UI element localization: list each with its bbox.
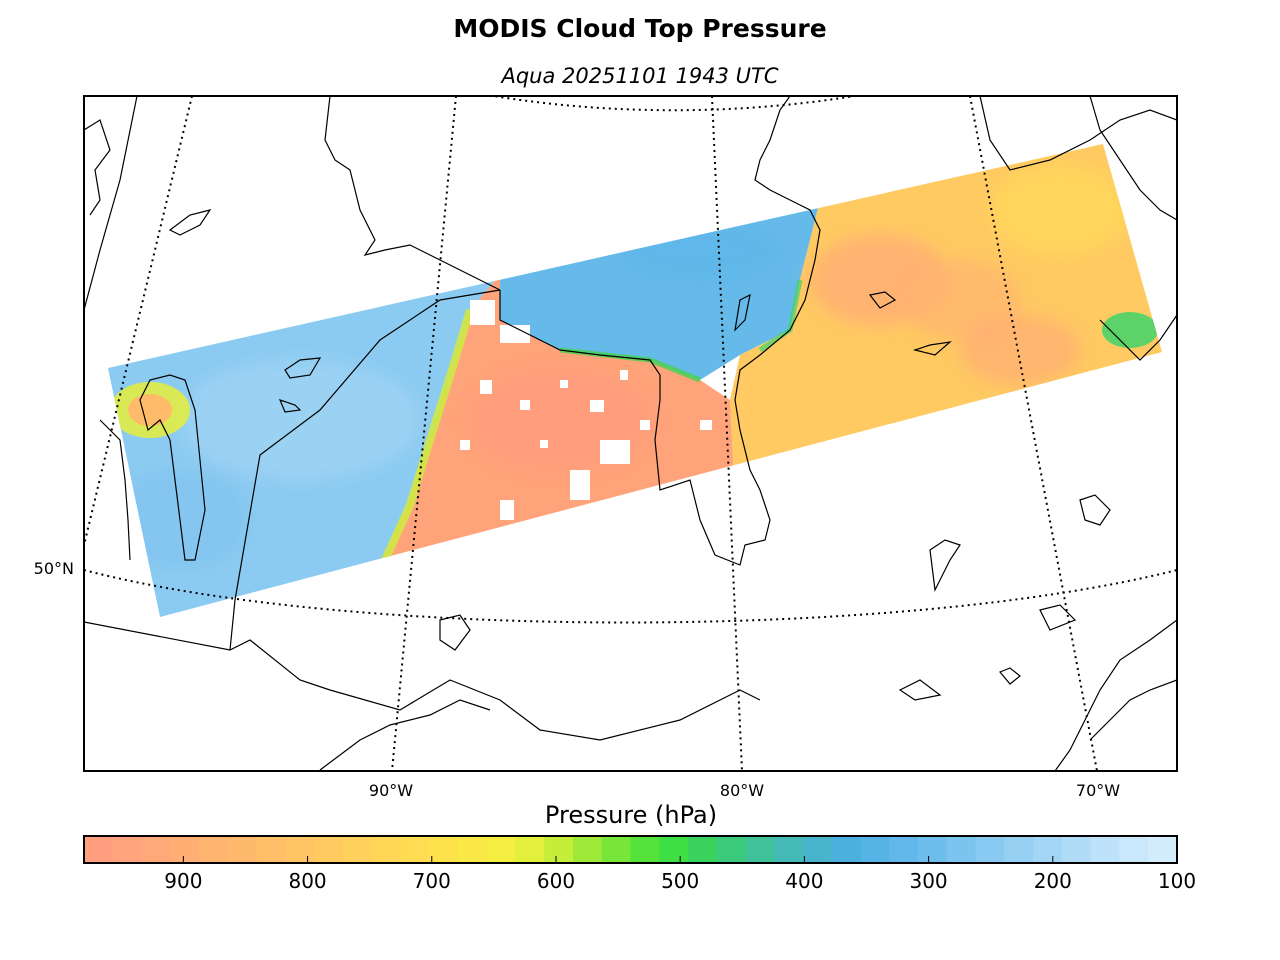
lake-2 [912,341,952,356]
colorbar [84,836,1178,863]
colorbar-cell [1090,836,1121,863]
colorbar-cell [1004,836,1034,863]
lake-5 [278,399,302,413]
coast-northeast [1089,96,1177,221]
colorbar-cell [745,836,775,863]
meridian-90w [391,96,457,771]
coast-west-top [84,119,111,216]
coastlines-borders [84,96,1177,771]
parallel-50n [84,569,1177,624]
lake-9 [1039,604,1077,631]
missing-data-patches [460,300,712,520]
colorbar-tick-label: 400 [785,869,823,893]
parallel-north [488,96,861,112]
meridian-70w [969,96,1098,771]
colorbar-cell [630,836,660,863]
quebec-coast-east [1099,314,1177,361]
chart-subtitle: Aqua 20251101 1943 UTC [501,64,779,88]
colorbar-cell [256,836,286,863]
colorbar-cell [831,836,862,863]
colorbar-frame [83,835,1178,864]
colorbar-cell [688,836,718,863]
colorbar-ticks: 900 800 700 600 500 400 300 200 100 [164,856,1196,893]
colorbar-cell [170,836,200,863]
colorbar-cell [457,836,488,863]
lon-label-70w: 70°W [1076,781,1120,800]
hudson-bay-south-coast [499,96,821,566]
gulf-st-lawrence [1054,619,1177,771]
colorbar-cell [1119,836,1149,863]
colorbar-cell [774,836,804,863]
lake-3 [999,667,1021,685]
colorbar-cell [918,836,948,863]
colorbar-tick-label: 900 [164,869,202,893]
colorbar-cell [314,836,344,863]
meridian-100w [84,96,193,546]
map-area [84,96,1177,771]
map-frame [83,95,1178,772]
nova-scotia [1089,679,1177,741]
colorbar-tick-label: 700 [413,869,451,893]
colorbar-cell [1148,836,1178,863]
colorbar-cell [199,836,229,863]
island-ne [1079,494,1111,526]
colorbar-cell [946,836,977,863]
colorbar-cell [659,836,689,863]
colorbar-cell [515,836,545,863]
hudson-bay-west-coast [324,96,501,291]
colorbar-cell [371,836,401,863]
belcher-islands [734,293,751,332]
colorbar-cell [601,836,632,863]
colorbar-cell [486,836,517,863]
colorbar-cell [227,836,258,863]
cloud-pressure-swath [108,144,1162,617]
colorbar-tick-label: 500 [661,869,699,893]
colorbar-cell [572,836,603,863]
colorbar-cell [889,836,919,863]
lake-winnipeg [139,374,206,561]
lat-label-50n: 50°N [34,559,74,578]
lake-7 [439,614,471,651]
quebec-labrador [979,96,1177,171]
colorbar-cell [860,836,890,863]
lake-8 [898,679,942,701]
transition-band [381,308,474,562]
great-lakes-superior [319,699,491,771]
meridian-80w [711,96,743,771]
graticule [84,96,1177,771]
colorbar-tick-label: 100 [1158,869,1196,893]
colorbar-cell [1033,836,1063,863]
lon-label-80w: 80°W [720,781,764,800]
lake-1 [868,291,897,309]
lake-6 [929,539,961,593]
colorbar-tick-label: 200 [1034,869,1072,893]
colorbar-cell [342,836,373,863]
colorbar-cell [112,836,143,863]
colorbar-cell [141,836,171,863]
west-lakes [99,419,131,561]
colorbar-cell [803,836,833,863]
colorbar-cell [84,836,114,863]
colorbar-cell [716,836,747,863]
lake-10 [168,209,212,236]
colorbar-cell [285,836,315,863]
colorbar-cell [975,836,1006,863]
colorbar-cell [429,836,459,863]
colorbar-cell [400,836,430,863]
west-coast-line [84,96,138,311]
lake-4 [284,357,322,379]
lon-label-90w: 90°W [369,781,413,800]
chart-title: MODIS Cloud Top Pressure [453,14,827,43]
colorbar-tick-label: 600 [537,869,575,893]
colorbar-cell [1061,836,1092,863]
manitoba-ontario-border [229,289,501,651]
colorbar-cell [544,836,574,863]
colorbar-tick-label: 300 [909,869,947,893]
us-canada-border [84,621,761,741]
colorbar-label: Pressure (hPa) [545,801,717,829]
colorbar-tick-label: 800 [288,869,326,893]
